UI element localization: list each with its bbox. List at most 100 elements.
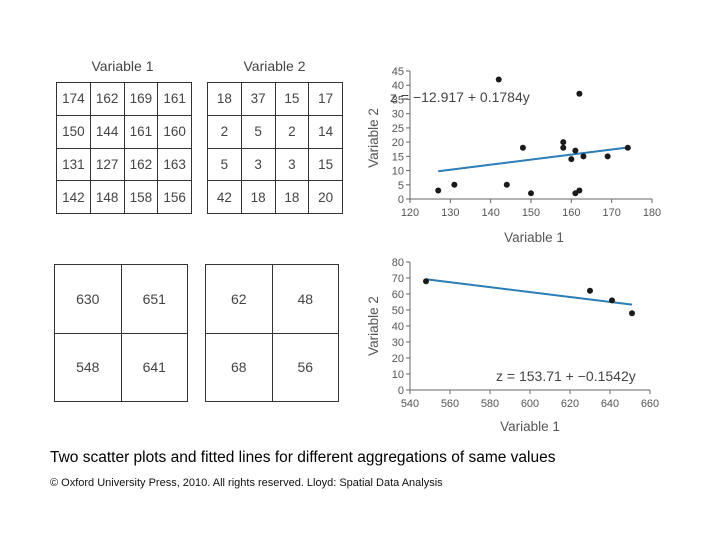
grid-cell: 2 (207, 114, 242, 149)
chart1-fitted-line (438, 146, 628, 173)
grid-row: 42 18 18 20 (207, 180, 343, 214)
y-tick-label: 40 (392, 80, 404, 92)
data-point (576, 187, 583, 194)
grid-row: 5 3 3 15 (207, 147, 343, 182)
x-tick-label: 150 (522, 207, 540, 219)
grid-cell: 18 (207, 82, 242, 116)
data-point (528, 190, 534, 197)
y-tick-label: 0 (398, 194, 404, 206)
grid-cell: 161 (123, 114, 159, 149)
data-point (576, 90, 583, 97)
copyright-notice: © Oxford University Press, 2010. All rig… (50, 477, 443, 489)
grid-cell: 2 (274, 114, 310, 149)
grid-cell: 62 (205, 264, 273, 334)
y-tick-label: 35 (392, 94, 404, 106)
grid-cell: 48 (271, 264, 339, 334)
grid-cell: 127 (89, 147, 125, 182)
grid-cell: 161 (157, 82, 192, 116)
grid-cell: 5 (240, 114, 276, 149)
grid-row: 18 37 15 17 (207, 82, 343, 116)
data-point (624, 144, 631, 151)
data-point (423, 278, 429, 285)
grid-cell: 42 (207, 180, 242, 214)
y-tick-label: 45 (392, 66, 404, 78)
grid-cell: 131 (56, 147, 91, 182)
data-point (568, 156, 575, 163)
data-point (560, 139, 567, 146)
grid-row: 142 148 158 156 (56, 180, 192, 214)
x-tick-label: 540 (401, 398, 419, 410)
y-tick-label: 5 (398, 180, 404, 192)
x-tick-label: 170 (602, 207, 620, 219)
grid-cell: 18 (240, 180, 276, 214)
grid-cell: 169 (123, 82, 159, 116)
chart1-equation: z = −12.917 + 0.1784y (390, 89, 530, 105)
data-point (560, 144, 567, 151)
chart1-y-axis-label: Variable 2 (366, 108, 381, 168)
chart2-y-axis-label: Variable 2 (366, 296, 381, 356)
chart2-fitted-line (425, 278, 633, 306)
grid-row: 548 641 (54, 332, 188, 402)
grid-cell: 144 (89, 114, 125, 149)
y-tick-label: 30 (392, 109, 404, 121)
x-tick-label: 140 (481, 207, 499, 219)
chart1-x-axis-label: Variable 1 (504, 230, 564, 245)
y-tick-label: 30 (392, 337, 404, 349)
y-tick-label: 10 (392, 369, 404, 381)
data-point (604, 153, 611, 160)
variable-1-grid-title: Variable 1 (91, 58, 154, 74)
grid-cell: 20 (308, 180, 343, 214)
x-tick-label: 620 (561, 398, 579, 410)
chart2-x-axis-label: Variable 1 (500, 419, 560, 434)
data-point (435, 187, 442, 194)
grid-cell: 18 (274, 180, 310, 214)
grid-row: 174 162 169 161 (56, 82, 192, 116)
data-point (580, 153, 587, 160)
grid-cell: 150 (56, 114, 91, 149)
x-tick-label: 160 (562, 207, 580, 219)
x-tick-label: 660 (641, 398, 659, 410)
variable-1-fine-grid: 174 162 169 161 150 144 161 160 131 127 162 163 142 1… (56, 82, 192, 214)
chart2-equation: z = 153.71 + −0.1542y (496, 368, 636, 384)
y-tick-label: 10 (392, 166, 404, 178)
data-point (451, 181, 458, 188)
x-tick-label: 120 (401, 207, 419, 219)
data-point (503, 181, 510, 188)
x-tick-label: 180 (643, 207, 661, 219)
grid-cell: 156 (157, 180, 192, 214)
y-tick-label: 70 (392, 273, 404, 285)
grid-cell: 548 (54, 332, 122, 402)
grid-row: 2 5 2 14 (207, 114, 343, 149)
grid-cell: 56 (271, 332, 339, 402)
y-tick-label: 15 (392, 151, 404, 163)
grid-cell: 148 (89, 180, 125, 214)
y-tick-label: 60 (392, 289, 404, 301)
data-point (519, 144, 526, 151)
data-point (495, 76, 502, 83)
grid-cell: 142 (56, 180, 91, 214)
variable-2-grid-title: Variable 2 (243, 58, 306, 74)
y-tick-label: 80 (392, 257, 404, 269)
grid-cell: 174 (56, 82, 91, 116)
grid-cell: 160 (157, 114, 192, 149)
grid-row: 630 651 (54, 264, 188, 334)
y-tick-label: 20 (392, 353, 404, 365)
grid-row: 150 144 161 160 (56, 114, 192, 149)
grid-cell: 630 (54, 264, 122, 334)
grid-cell: 641 (120, 332, 188, 402)
grid-row: 68 56 (205, 332, 339, 402)
x-tick-label: 130 (441, 207, 459, 219)
x-tick-label: 560 (441, 398, 459, 410)
data-point (572, 147, 579, 154)
y-tick-label: 0 (398, 385, 404, 397)
variable-1-coarse-grid: 630 651 548 641 (54, 264, 188, 402)
grid-cell: 37 (240, 82, 276, 116)
y-tick-label: 40 (392, 321, 404, 333)
x-tick-label: 640 (601, 398, 619, 410)
y-tick-label: 25 (392, 123, 404, 135)
grid-cell: 14 (308, 114, 343, 149)
data-point (629, 310, 635, 317)
data-point (587, 287, 593, 294)
